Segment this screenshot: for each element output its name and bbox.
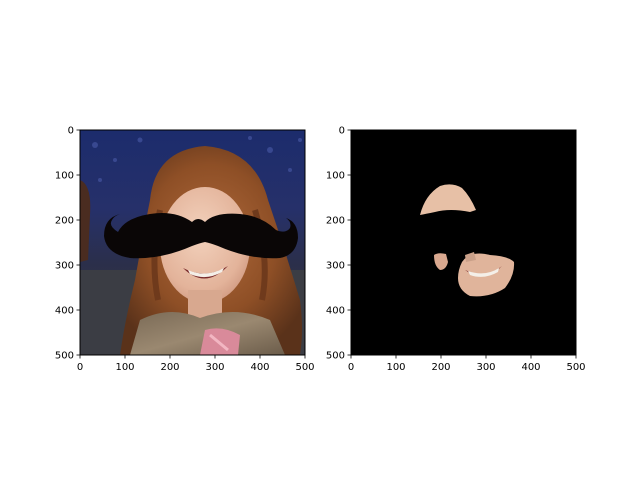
photo-image [80,130,305,355]
y-tick-label: 0 [68,126,74,137]
left-x-axis: 0 100 200 300 400 500 [77,355,315,373]
y-tick-label: 100 [55,171,74,182]
y-tick-label: 200 [326,216,345,227]
y-tick-label: 200 [55,216,74,227]
x-tick-label: 400 [521,362,540,373]
x-tick-label: 100 [115,362,134,373]
y-tick-label: 500 [55,351,74,362]
x-tick-label: 500 [566,362,585,373]
right-y-axis: 0 100 200 300 400 500 [326,126,351,362]
x-tick-label: 200 [160,362,179,373]
left-panel-frame [79,129,306,356]
y-tick-label: 500 [326,351,345,362]
right-panel-frame [350,129,577,356]
x-tick-label: 200 [431,362,450,373]
y-tick-label: 100 [326,171,345,182]
x-tick-label: 400 [250,362,269,373]
y-tick-label: 300 [326,261,345,272]
y-tick-label: 0 [339,126,345,137]
x-tick-label: 300 [205,362,224,373]
masked-image [351,130,576,355]
left-y-axis: 0 100 200 300 400 500 [55,126,80,362]
x-tick-label: 0 [348,362,354,373]
mustache-overlay [104,213,298,259]
x-tick-label: 0 [77,362,83,373]
y-tick-label: 400 [326,306,345,317]
y-tick-label: 300 [55,261,74,272]
y-tick-label: 400 [55,306,74,317]
x-tick-label: 100 [386,362,405,373]
left-panel: 0 100 200 300 400 500 0 100 200 300 400 500 [55,126,315,374]
right-x-axis: 0 100 200 300 400 500 [348,355,586,373]
x-tick-label: 300 [476,362,495,373]
right-panel: 0 100 200 300 400 500 0 100 200 300 400 500 [326,126,586,374]
x-tick-label: 500 [295,362,314,373]
